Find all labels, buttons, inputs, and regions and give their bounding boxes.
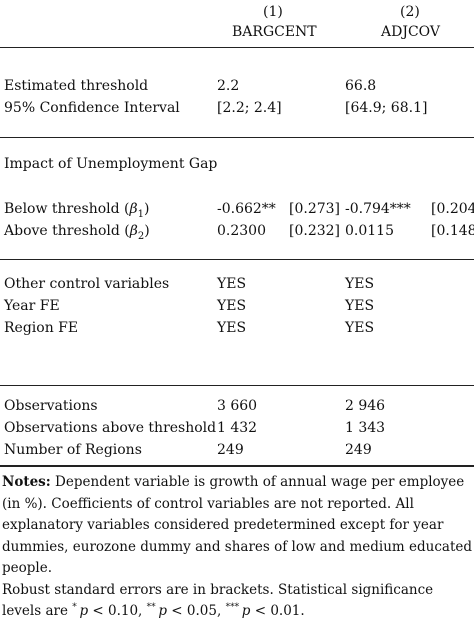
cell-region-fe-c2: YES (345, 320, 375, 336)
row-label-above: Above threshold (β2) (4, 223, 150, 242)
cell-below-c2: -0.794*** (345, 201, 411, 217)
cell-below-c2-se: [0.204] (431, 201, 474, 217)
cell-obs-c2: 2 946 (345, 398, 386, 414)
cell-above-c2-se: [0.148] (431, 223, 474, 239)
cell-ci-c1: [2.2; 2.4] (217, 100, 282, 116)
notes-paragraph-2: Robust standard errors are in brackets. … (2, 581, 434, 620)
cell-controls-c2: YES (345, 276, 375, 292)
col1-header: BARGCENT (232, 24, 317, 40)
row-label-ci: 95% Confidence Interval (4, 100, 180, 116)
row-label-below: Below threshold (β1) (4, 201, 150, 220)
row-label-obs-above: Observations above threshold (4, 420, 217, 436)
col2-number: (2) (400, 4, 420, 20)
cell-above-c1: 0.2300 (217, 223, 266, 239)
cell-obs-above-c1: 1 432 (217, 420, 258, 436)
col2-header: ADJCOV (381, 24, 441, 40)
row-label-est-threshold: Estimated threshold (4, 78, 149, 94)
table-notes: Notes: Dependent variable is growth of a… (2, 472, 472, 623)
cell-region-fe-c1: YES (217, 320, 247, 336)
cell-above-c1-se: [0.232] (289, 223, 341, 239)
section-title: Impact of Unemployment Gap (4, 156, 218, 172)
cell-year-fe-c1: YES (217, 298, 247, 314)
cell-est-threshold-c2: 66.8 (345, 78, 377, 94)
cell-year-fe-c2: YES (345, 298, 375, 314)
bottom-rule (0, 465, 474, 467)
row-label-region-fe: Region FE (4, 320, 79, 336)
notes-paragraph-1: Notes: Dependent variable is growth of a… (2, 474, 473, 576)
cell-ci-c2: [64.9; 68.1] (345, 100, 428, 116)
section-rule-1 (0, 137, 474, 138)
header-rule (0, 47, 474, 48)
row-label-year-fe: Year FE (4, 298, 60, 314)
row-label-regions: Number of Regions (4, 442, 142, 458)
section-rule-2 (0, 259, 474, 260)
cell-obs-c1: 3 660 (217, 398, 258, 414)
col1-number: (1) (263, 4, 283, 20)
notes-heading: Notes: (2, 474, 51, 490)
cell-above-c2: 0.0115 (345, 223, 394, 239)
cell-below-c1-se: [0.273] (289, 201, 341, 217)
cell-below-c1: -0.662** (217, 201, 276, 217)
cell-controls-c1: YES (217, 276, 247, 292)
row-label-controls: Other control variables (4, 276, 170, 292)
cell-obs-above-c2: 1 343 (345, 420, 386, 436)
row-label-obs: Observations (4, 398, 98, 414)
cell-est-threshold-c1: 2.2 (217, 78, 240, 94)
cell-regions-c1: 249 (217, 442, 244, 458)
cell-regions-c2: 249 (345, 442, 372, 458)
section-rule-3 (0, 385, 474, 386)
